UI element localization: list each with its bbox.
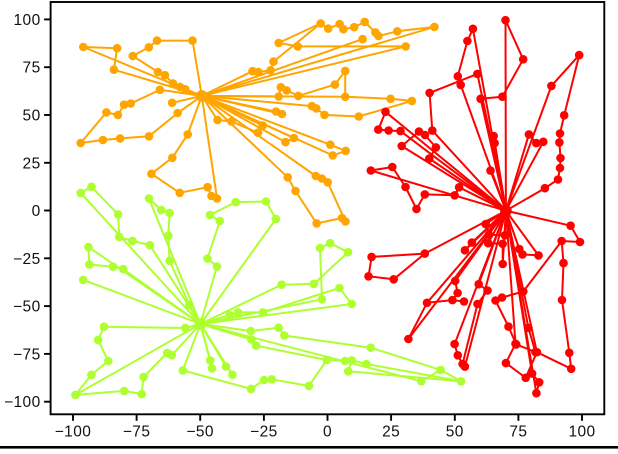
svg-text:−100: −100 [4, 394, 41, 411]
svg-text:100: 100 [568, 423, 595, 440]
svg-text:75: 75 [23, 60, 41, 77]
svg-text:25: 25 [23, 155, 41, 172]
svg-text:0: 0 [323, 423, 332, 440]
svg-text:−50: −50 [186, 423, 214, 440]
svg-text:−100: −100 [55, 423, 92, 440]
svg-text:25: 25 [382, 423, 400, 440]
svg-text:−25: −25 [13, 251, 41, 268]
svg-text:−75: −75 [123, 423, 151, 440]
svg-text:100: 100 [14, 12, 41, 29]
svg-text:−75: −75 [13, 346, 41, 363]
svg-text:50: 50 [446, 423, 464, 440]
svg-text:50: 50 [23, 108, 41, 125]
svg-text:0: 0 [32, 203, 41, 220]
svg-text:75: 75 [509, 423, 527, 440]
svg-text:−25: −25 [250, 423, 278, 440]
svg-text:−50: −50 [13, 299, 41, 316]
